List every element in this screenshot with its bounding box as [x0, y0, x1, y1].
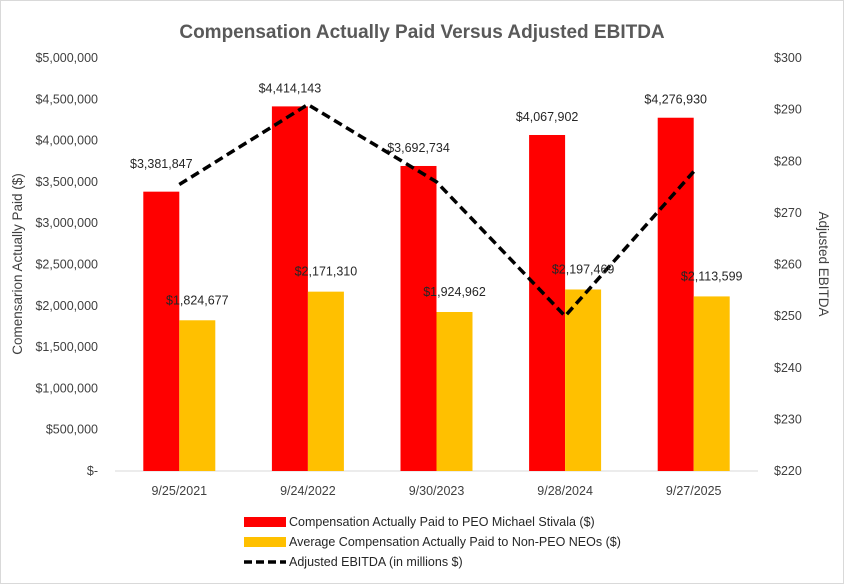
data-label-peo: $4,276,930 [644, 93, 707, 107]
x-tick-label: 9/27/2025 [666, 484, 722, 498]
bar-non-peo [308, 292, 344, 471]
y-tick-label-right: $240 [774, 361, 802, 375]
legend-label: Adjusted EBITDA (in millions $) [289, 555, 463, 569]
y-tick-label-left: $1,000,000 [35, 381, 98, 395]
x-tick-label: 9/30/2023 [409, 484, 465, 498]
x-tick-label: 9/24/2022 [280, 484, 336, 498]
data-label-non-peo: $1,824,677 [166, 293, 229, 307]
data-label-peo: $4,067,902 [516, 110, 579, 124]
y-tick-label-left: $2,000,000 [35, 299, 98, 313]
y-tick-label-left: $- [87, 464, 98, 478]
y-tick-label-right: $230 [774, 412, 802, 426]
y-tick-label-left: $4,500,000 [35, 92, 98, 106]
y-tick-label-left: $500,000 [46, 423, 98, 437]
data-label-peo: $3,381,847 [130, 157, 193, 171]
y-tick-label-right: $260 [774, 258, 802, 272]
y-tick-label-right: $280 [774, 154, 802, 168]
bar-peo [529, 135, 565, 471]
y-tick-label-right: $300 [774, 51, 802, 65]
y-axis-title-right: Adjusted EBITDA [816, 211, 831, 316]
y-tick-label-right: $290 [774, 103, 802, 117]
legend-swatch-peo [244, 517, 286, 527]
y-tick-label-right: $220 [774, 464, 802, 478]
y-tick-label-left: $3,000,000 [35, 216, 98, 230]
data-label-peo: $3,692,734 [387, 141, 450, 155]
y-tick-label-right: $250 [774, 309, 802, 323]
bar-non-peo [694, 296, 730, 471]
data-label-non-peo: $1,924,962 [423, 285, 486, 299]
legend-label: Average Compensation Actually Paid to No… [289, 535, 621, 549]
y-tick-label-left: $5,000,000 [35, 51, 98, 65]
y-axis-title-left: Comensarion Actually Paid ($) [10, 173, 25, 355]
y-tick-label-left: $4,000,000 [35, 134, 98, 148]
legend-swatch-non-peo [244, 537, 286, 547]
y-tick-label-left: $3,500,000 [35, 175, 98, 189]
bar-non-peo [437, 312, 473, 471]
data-label-peo: $4,414,143 [259, 81, 322, 95]
legend: Compensation Actually Paid to PEO Michae… [244, 515, 621, 569]
bar-non-peo [179, 320, 215, 471]
bar-peo [658, 118, 694, 471]
y-tick-label-left: $2,500,000 [35, 258, 98, 272]
data-label-non-peo: $2,171,310 [295, 265, 358, 279]
data-label-non-peo: $2,113,599 [681, 269, 743, 283]
bar-non-peo [565, 289, 601, 471]
bar-peo [401, 166, 437, 471]
legend-label: Compensation Actually Paid to PEO Michae… [289, 515, 595, 529]
chart-title: Compensation Actually Paid Versus Adjust… [179, 22, 665, 43]
bar-peo [143, 192, 179, 471]
data-label-non-peo: $2,197,469 [552, 262, 615, 276]
x-tick-label: 9/25/2021 [151, 484, 207, 498]
x-tick-label: 9/28/2024 [537, 484, 593, 498]
y-tick-label-right: $270 [774, 206, 802, 220]
y-tick-label-left: $1,500,000 [35, 340, 98, 354]
bar-peo [272, 106, 308, 471]
